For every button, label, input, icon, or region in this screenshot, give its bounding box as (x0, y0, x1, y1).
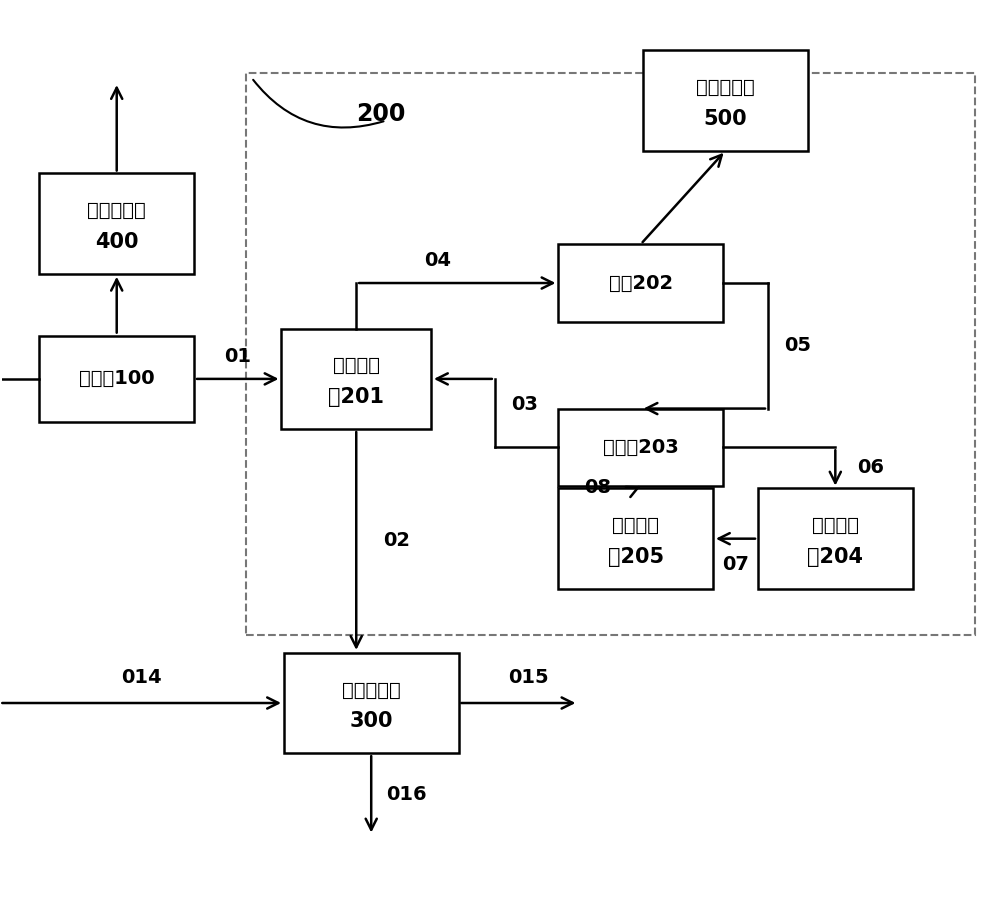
Bar (558, 488, 713, 589)
Bar (39, 336, 194, 422)
Text: 08: 08 (584, 477, 611, 497)
Text: 第一冷凝: 第一冷凝 (812, 516, 859, 535)
Text: 02: 02 (383, 531, 410, 551)
Bar (558, 245, 723, 322)
Text: 300: 300 (349, 711, 393, 731)
Text: 014: 014 (121, 668, 162, 687)
Text: 05: 05 (784, 336, 811, 355)
Text: 06: 06 (857, 458, 884, 477)
Text: 500: 500 (704, 109, 747, 129)
Text: 第一增压: 第一增压 (612, 516, 659, 535)
Text: 第二类热泵: 第二类热泵 (342, 680, 401, 699)
Text: 016: 016 (386, 785, 426, 803)
Text: 第一发电机: 第一发电机 (87, 201, 146, 220)
Bar (284, 653, 459, 753)
Text: 内燃机100: 内燃机100 (79, 370, 155, 388)
Bar (281, 329, 431, 429)
Text: 400: 400 (95, 232, 138, 252)
Bar (246, 73, 975, 635)
Bar (758, 488, 913, 589)
Text: 第一换热: 第一换热 (333, 356, 380, 375)
Text: 200: 200 (356, 102, 406, 126)
Text: 04: 04 (424, 251, 451, 269)
Bar (558, 409, 723, 486)
Text: 透平202: 透平202 (609, 274, 673, 292)
Bar (643, 50, 808, 151)
Text: 03: 03 (511, 394, 538, 414)
Text: 器201: 器201 (328, 387, 384, 407)
Text: 015: 015 (508, 668, 549, 687)
Text: 回热器203: 回热器203 (603, 438, 679, 456)
Text: 器204: 器204 (807, 547, 863, 567)
Text: 第二发电机: 第二发电机 (696, 78, 755, 97)
Bar (39, 173, 194, 274)
Text: 07: 07 (722, 555, 749, 573)
Text: 01: 01 (224, 347, 251, 365)
Text: 泵205: 泵205 (608, 547, 664, 567)
